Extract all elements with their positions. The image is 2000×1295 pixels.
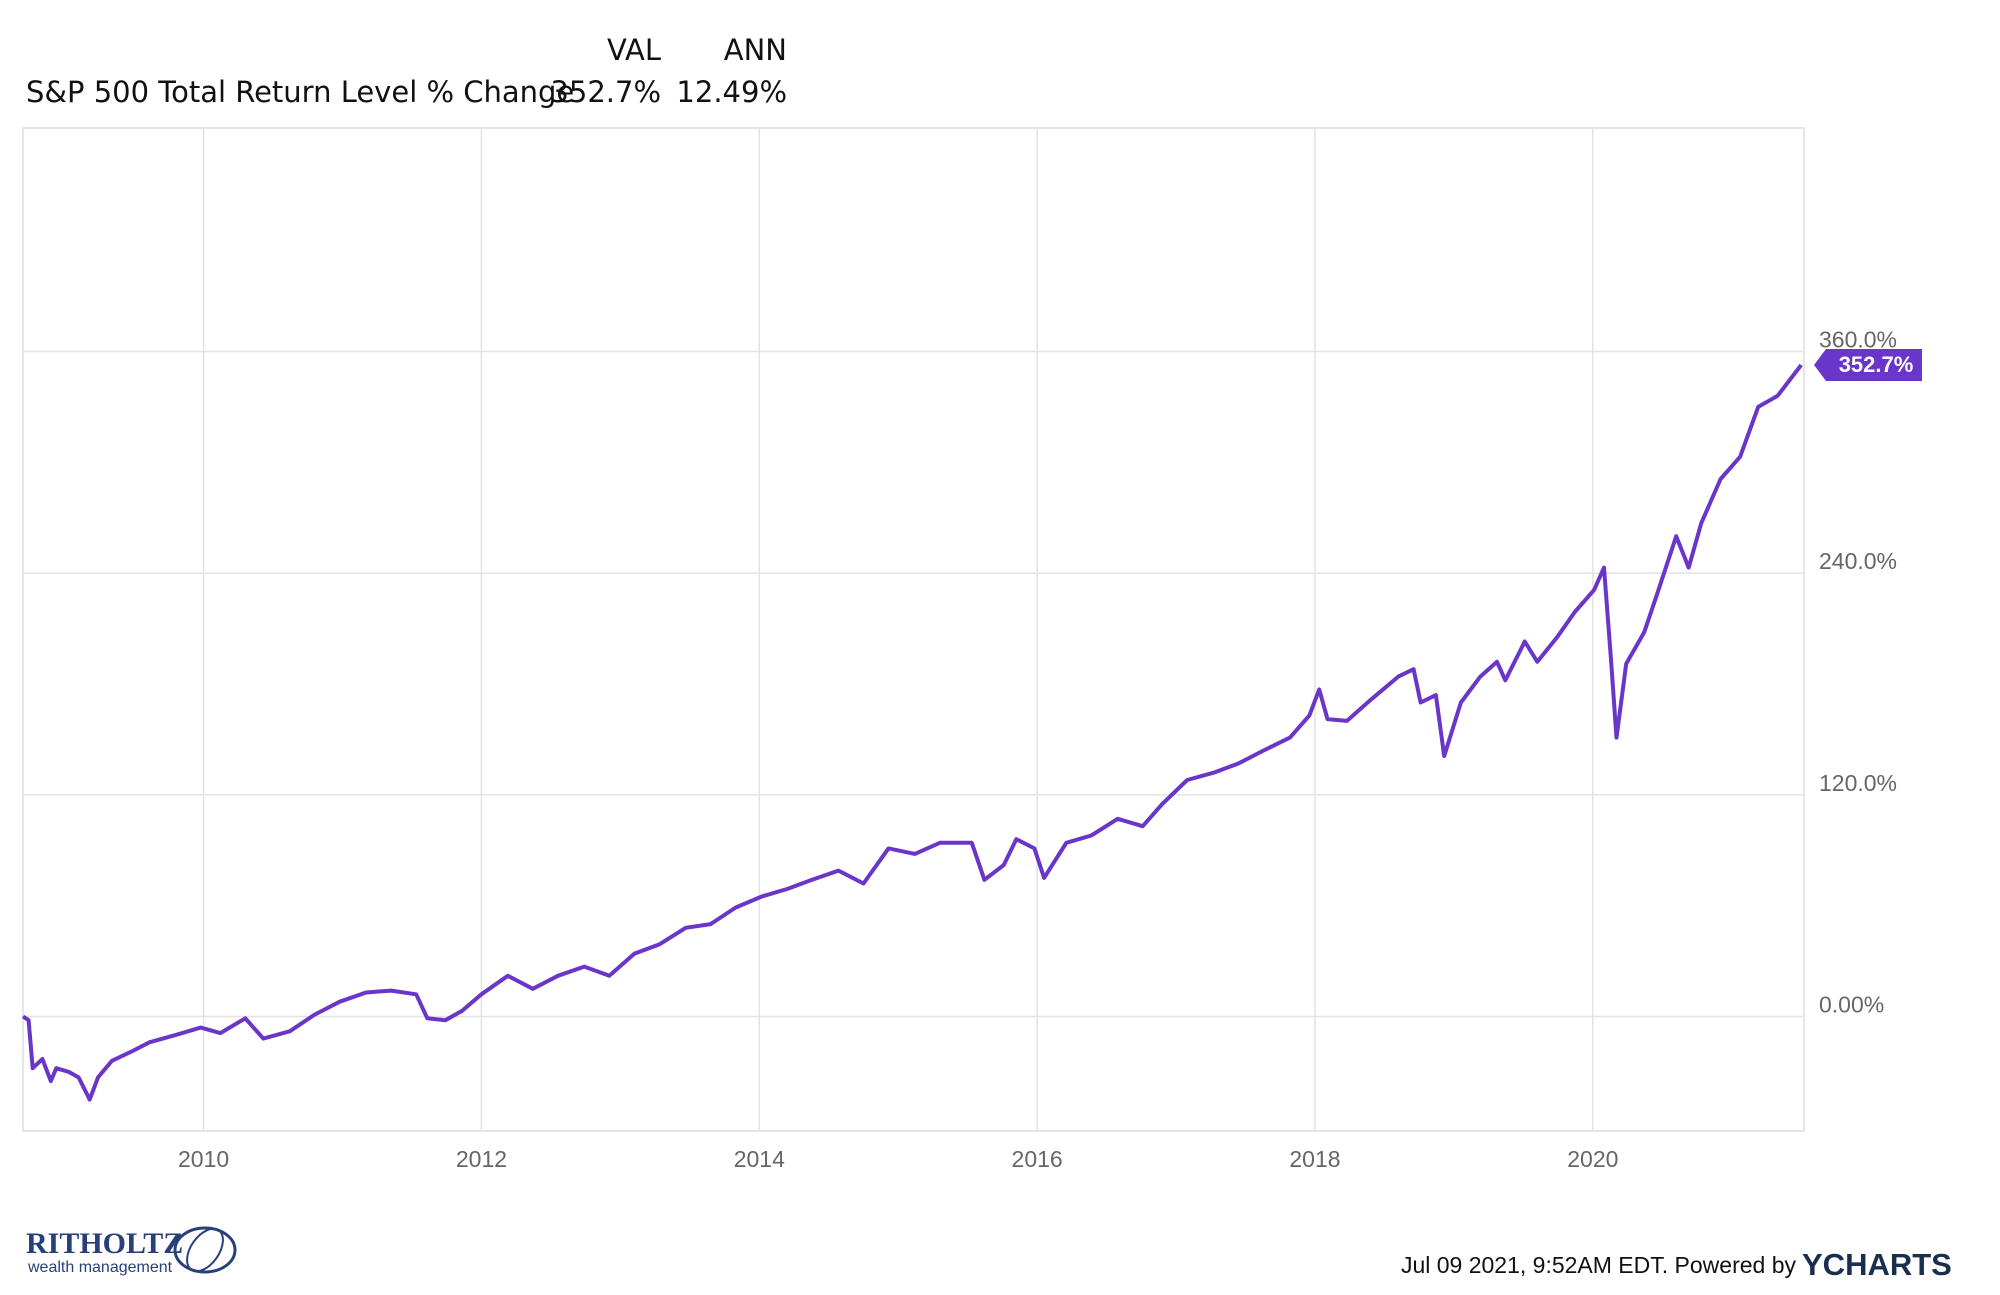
footer-timestamp: Jul 09 2021, 9:52AM EDT. Powered by: [1401, 1252, 1797, 1278]
end-badge: [1814, 348, 1922, 381]
y-tick-label: 240.0%: [1819, 548, 1897, 574]
x-tick-label: 2010: [178, 1146, 229, 1172]
logo-mark: [186, 1227, 224, 1273]
column-header: VAL: [607, 33, 661, 67]
footer-brand: YCHARTS: [1802, 1247, 1952, 1282]
x-tick-label: 2020: [1567, 1146, 1618, 1172]
y-tick-label: 120.0%: [1819, 770, 1897, 796]
axes: 0.00% 120.0% 240.0% 360.0% 2010 2012 2014 2016 2…: [23, 128, 1897, 1172]
end-badge-label: 352.7%: [1839, 352, 1914, 377]
series-line: [21, 363, 1803, 1102]
x-tick-label: 2012: [456, 1146, 507, 1172]
x-tick-label: 2016: [1012, 1146, 1063, 1172]
logo-name: RITHOLTZ: [26, 1227, 183, 1260]
x-tick-label: 2018: [1289, 1146, 1340, 1172]
x-tick-label: 2014: [734, 1146, 785, 1172]
legend-series-name: S&P 500 Total Return Level % Change: [26, 75, 574, 109]
logo-mark: [173, 1226, 237, 1274]
logo: RITHOLTZ wealth management: [26, 1226, 237, 1276]
column-header: ANN: [724, 33, 787, 67]
logo-tagline: wealth management: [27, 1259, 173, 1276]
legend-val: 352.7%: [550, 75, 661, 109]
legend-ann: 12.49%: [676, 75, 787, 109]
y-tick-label: 360.0%: [1819, 327, 1897, 353]
y-tick-label: 0.00%: [1819, 992, 1884, 1018]
plot-frame: [22, 127, 1805, 1132]
